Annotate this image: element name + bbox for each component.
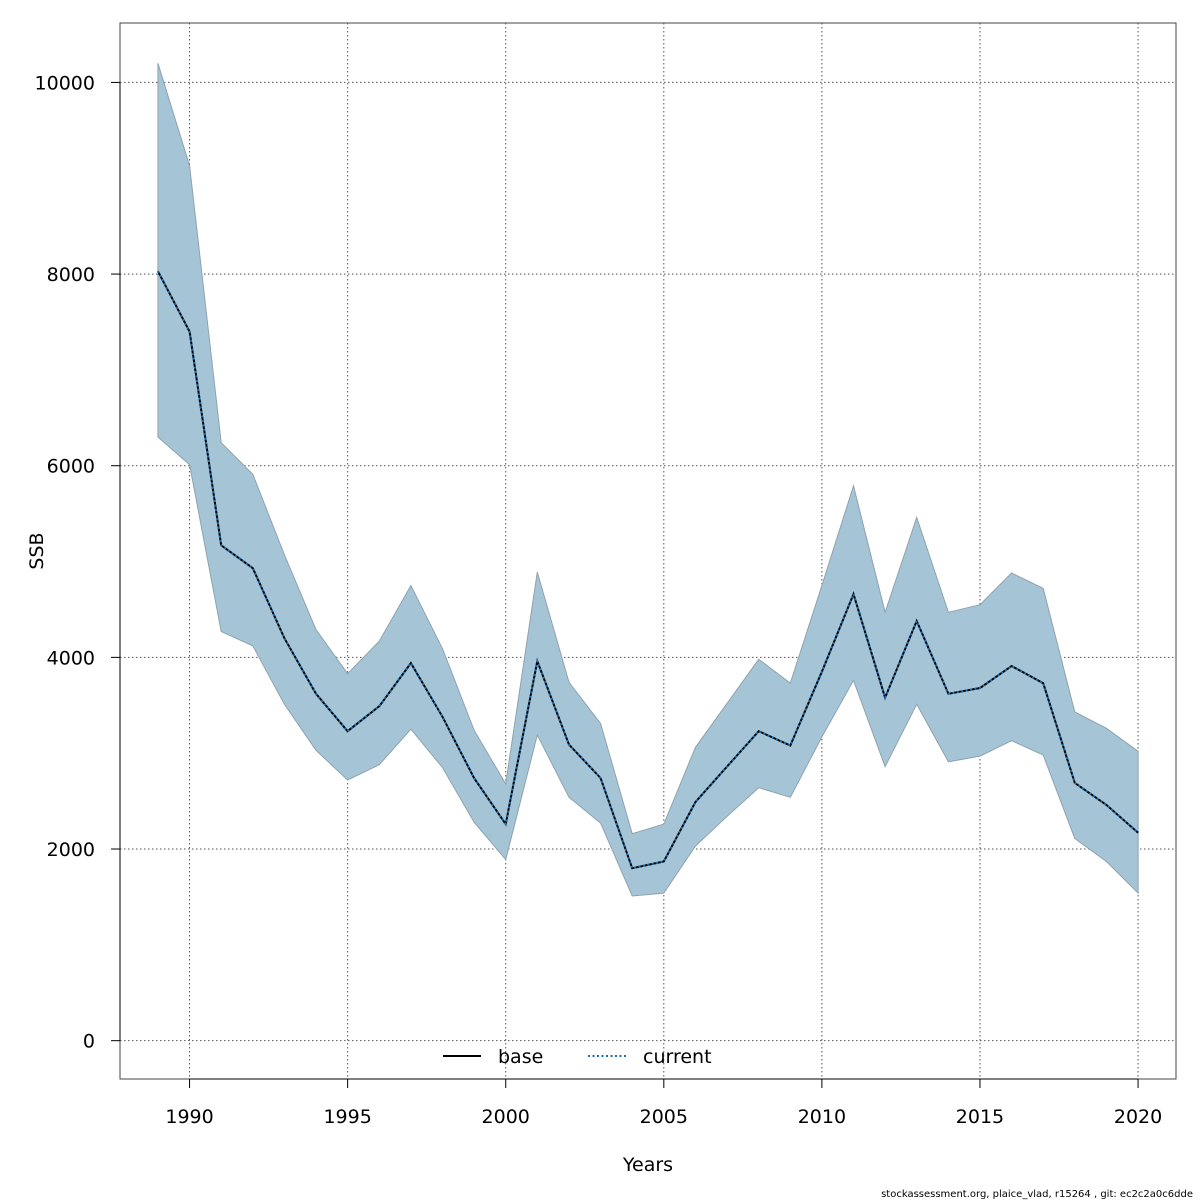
y-tick-label: 10000 <box>35 72 95 94</box>
x-tick-label: 2005 <box>640 1106 688 1128</box>
y-tick-label: 6000 <box>47 456 95 478</box>
legend: base current <box>443 1046 712 1068</box>
legend-label-current: current <box>643 1046 712 1068</box>
footer-note: stockassessment.org, plaice_vlad, r15264… <box>881 1189 1193 1200</box>
y-axis-title: SSB <box>26 532 48 569</box>
series-line-current <box>157 270 1139 870</box>
x-axis: 1990 1995 2000 2005 2010 2015 2020 <box>165 1078 1162 1128</box>
legend-label-base: base <box>498 1046 543 1068</box>
x-tick-label: 2015 <box>956 1106 1004 1128</box>
x-tick-label: 2000 <box>482 1106 530 1128</box>
series-line-base <box>157 270 1139 870</box>
y-axis: 0 2000 4000 6000 8000 10000 <box>35 72 121 1053</box>
x-axis-title: Years <box>622 1154 673 1176</box>
series-layer <box>157 270 1139 870</box>
confidence-band <box>157 63 1139 897</box>
x-tick-label: 1990 <box>165 1106 213 1128</box>
confidence-band-layer <box>157 63 1139 897</box>
x-tick-label: 1995 <box>323 1106 371 1128</box>
y-tick-label: 4000 <box>47 647 95 669</box>
x-tick-label: 2020 <box>1114 1106 1162 1128</box>
x-tick-label: 2010 <box>798 1106 846 1128</box>
y-tick-label: 8000 <box>47 264 95 286</box>
y-tick-label: 0 <box>83 1031 95 1053</box>
y-tick-label: 2000 <box>47 839 95 861</box>
